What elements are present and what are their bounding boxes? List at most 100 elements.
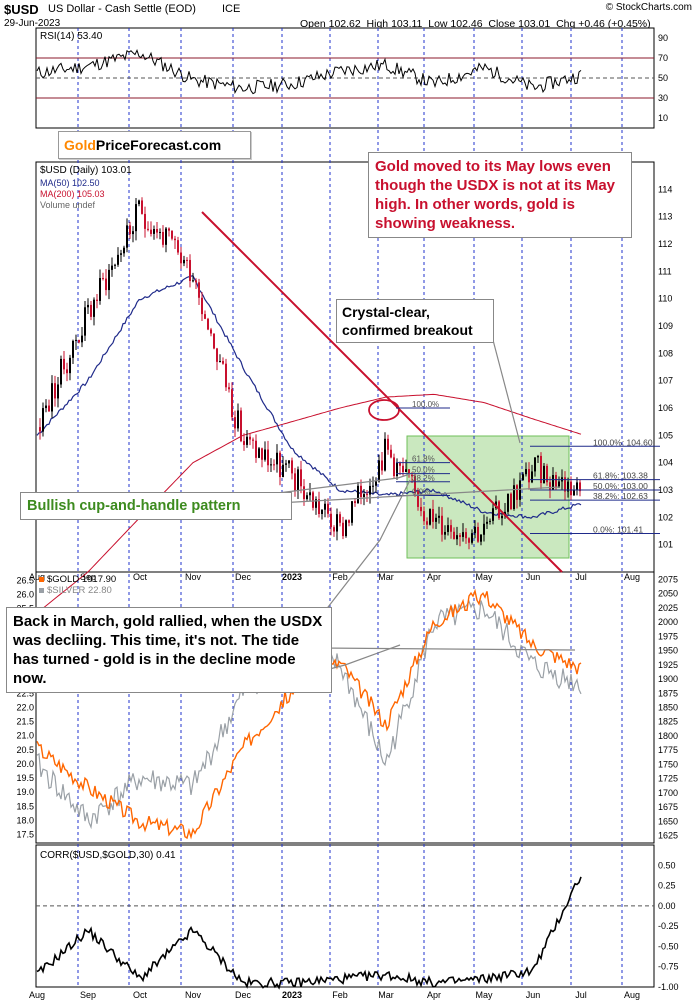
usd-candle-body <box>141 200 143 214</box>
usd-candle-body <box>456 535 458 540</box>
usd-candle-body <box>360 485 362 498</box>
usd-candle-body <box>426 521 428 525</box>
x-tick-label-usd: 2023 <box>282 572 302 582</box>
usd-candle-body <box>297 469 299 491</box>
usd-candle-body <box>105 278 107 291</box>
gold-y-tick: 1750 <box>658 759 678 769</box>
usd-y-tick: 109 <box>658 321 673 331</box>
usd-candle-body <box>204 314 206 319</box>
fib-right-label: 0.0%: 101.41 <box>593 524 643 534</box>
usd-candle-body <box>357 485 359 504</box>
fib-left-label: 50.0% <box>412 466 435 475</box>
usd-y-tick: 107 <box>658 376 673 386</box>
usd-candle-body <box>522 474 524 481</box>
usd-candle-body <box>93 299 95 317</box>
usd-candle-body <box>423 511 425 522</box>
corr-label: CORR($USD,$GOLD,30) 0.41 <box>40 850 176 861</box>
gold-y-tick: 1900 <box>658 674 678 684</box>
usd-candle-body <box>468 538 470 543</box>
x-tick-label-corr: Sep <box>80 990 96 1000</box>
usd-candle-body <box>261 448 263 460</box>
silver-y-tick: 20.0 <box>16 759 34 769</box>
usd-y-tick: 104 <box>658 458 673 468</box>
usd-candle-body <box>177 240 179 253</box>
usd-candle-body <box>240 410 242 442</box>
usd-candle-body <box>129 225 131 235</box>
usd-candle-body <box>96 299 98 301</box>
usd-candle-body <box>192 280 194 282</box>
usd-y-tick: 101 <box>658 540 673 550</box>
fib-left-label: 61.8% <box>412 455 435 464</box>
ma50-label: MA(50) 102.50 <box>40 178 100 188</box>
usd-candle-body <box>168 228 170 231</box>
usd-candle-body <box>291 460 293 474</box>
usd-candle-body <box>558 481 560 487</box>
usd-candle-body <box>156 229 158 233</box>
usd-candle-body <box>132 231 134 235</box>
usd-candle-body <box>153 229 155 234</box>
usd-candle-body <box>420 506 422 512</box>
usd-candle-body <box>246 436 248 445</box>
fib-right-label: 50.0%: 103.00 <box>593 481 648 491</box>
usd-candle-body <box>213 333 215 349</box>
usd-candle-body <box>216 348 218 362</box>
fib-right-label: 61.8%: 103.38 <box>593 471 648 481</box>
gold-y-tick: 1950 <box>658 646 678 656</box>
symbol: $USD <box>4 2 39 17</box>
usd-candle-body <box>147 228 149 230</box>
x-tick-label-usd: Jul <box>575 572 587 582</box>
x-tick-label-corr: Jun <box>526 990 541 1000</box>
usd-candle-body <box>282 464 284 478</box>
instrument-name: US Dollar - Cash Settle (EOD) <box>48 3 196 15</box>
usd-candle-body <box>537 455 539 458</box>
usd-candle-body <box>540 455 542 484</box>
x-tick-label-corr: Mar <box>378 990 394 1000</box>
usd-candle-body <box>363 494 365 498</box>
march-pointer-1 <box>317 647 576 651</box>
usd-candle-body <box>306 495 308 500</box>
usd-y-tick: 106 <box>658 403 673 413</box>
usd-candle-body <box>381 460 383 471</box>
gold-legend-swatch <box>39 577 44 582</box>
usd-candle-body <box>492 508 494 521</box>
usd-candle-body <box>315 499 317 508</box>
usd-candle-body <box>378 460 380 482</box>
usd-candle-body <box>45 405 47 409</box>
usd-candle-body <box>471 533 473 543</box>
silver-y-tick: 17.5 <box>16 830 34 840</box>
usd-candle-body <box>444 531 446 535</box>
usd-candle-body <box>237 410 239 429</box>
usd-candle-body <box>579 482 581 492</box>
brand: © StockCharts.com <box>605 2 692 13</box>
crystal-note: Crystal-clear, confirmed breakout <box>336 299 494 343</box>
usd-candle-body <box>414 476 416 492</box>
usd-candle-body <box>198 282 200 298</box>
usd-candle-body <box>528 469 530 483</box>
usd-candle-body <box>336 514 338 532</box>
x-tick-label-corr: Nov <box>185 990 202 1000</box>
usd-candle-body <box>51 383 53 412</box>
usd-candle-body <box>123 247 125 254</box>
usd-candle-body <box>546 465 548 483</box>
usd-candle-body <box>108 269 110 291</box>
usd-candle-body <box>333 527 335 532</box>
usd-candle-body <box>84 307 86 336</box>
usd-candle-body <box>69 357 71 374</box>
x-tick-label-corr: Feb <box>332 990 348 1000</box>
usd-candle-body <box>465 532 467 539</box>
usd-candle-body <box>345 520 347 537</box>
usd-candle-body <box>489 520 491 522</box>
usd-candle-body <box>453 531 455 540</box>
usd-candle-body <box>513 485 515 510</box>
usd-candle-body <box>339 514 341 523</box>
usd-candle-body <box>312 492 314 508</box>
logo-part1: Gold <box>64 137 96 153</box>
usd-candle-body <box>150 229 152 234</box>
usd-candle-body <box>531 471 533 483</box>
usd-candle-body <box>222 361 224 364</box>
usd-candle-body <box>294 473 296 491</box>
volume-label: Volume undef <box>40 200 96 210</box>
usd-candle-body <box>120 253 122 255</box>
usd-candle-body <box>126 225 128 248</box>
usd-candle-body <box>525 469 527 475</box>
